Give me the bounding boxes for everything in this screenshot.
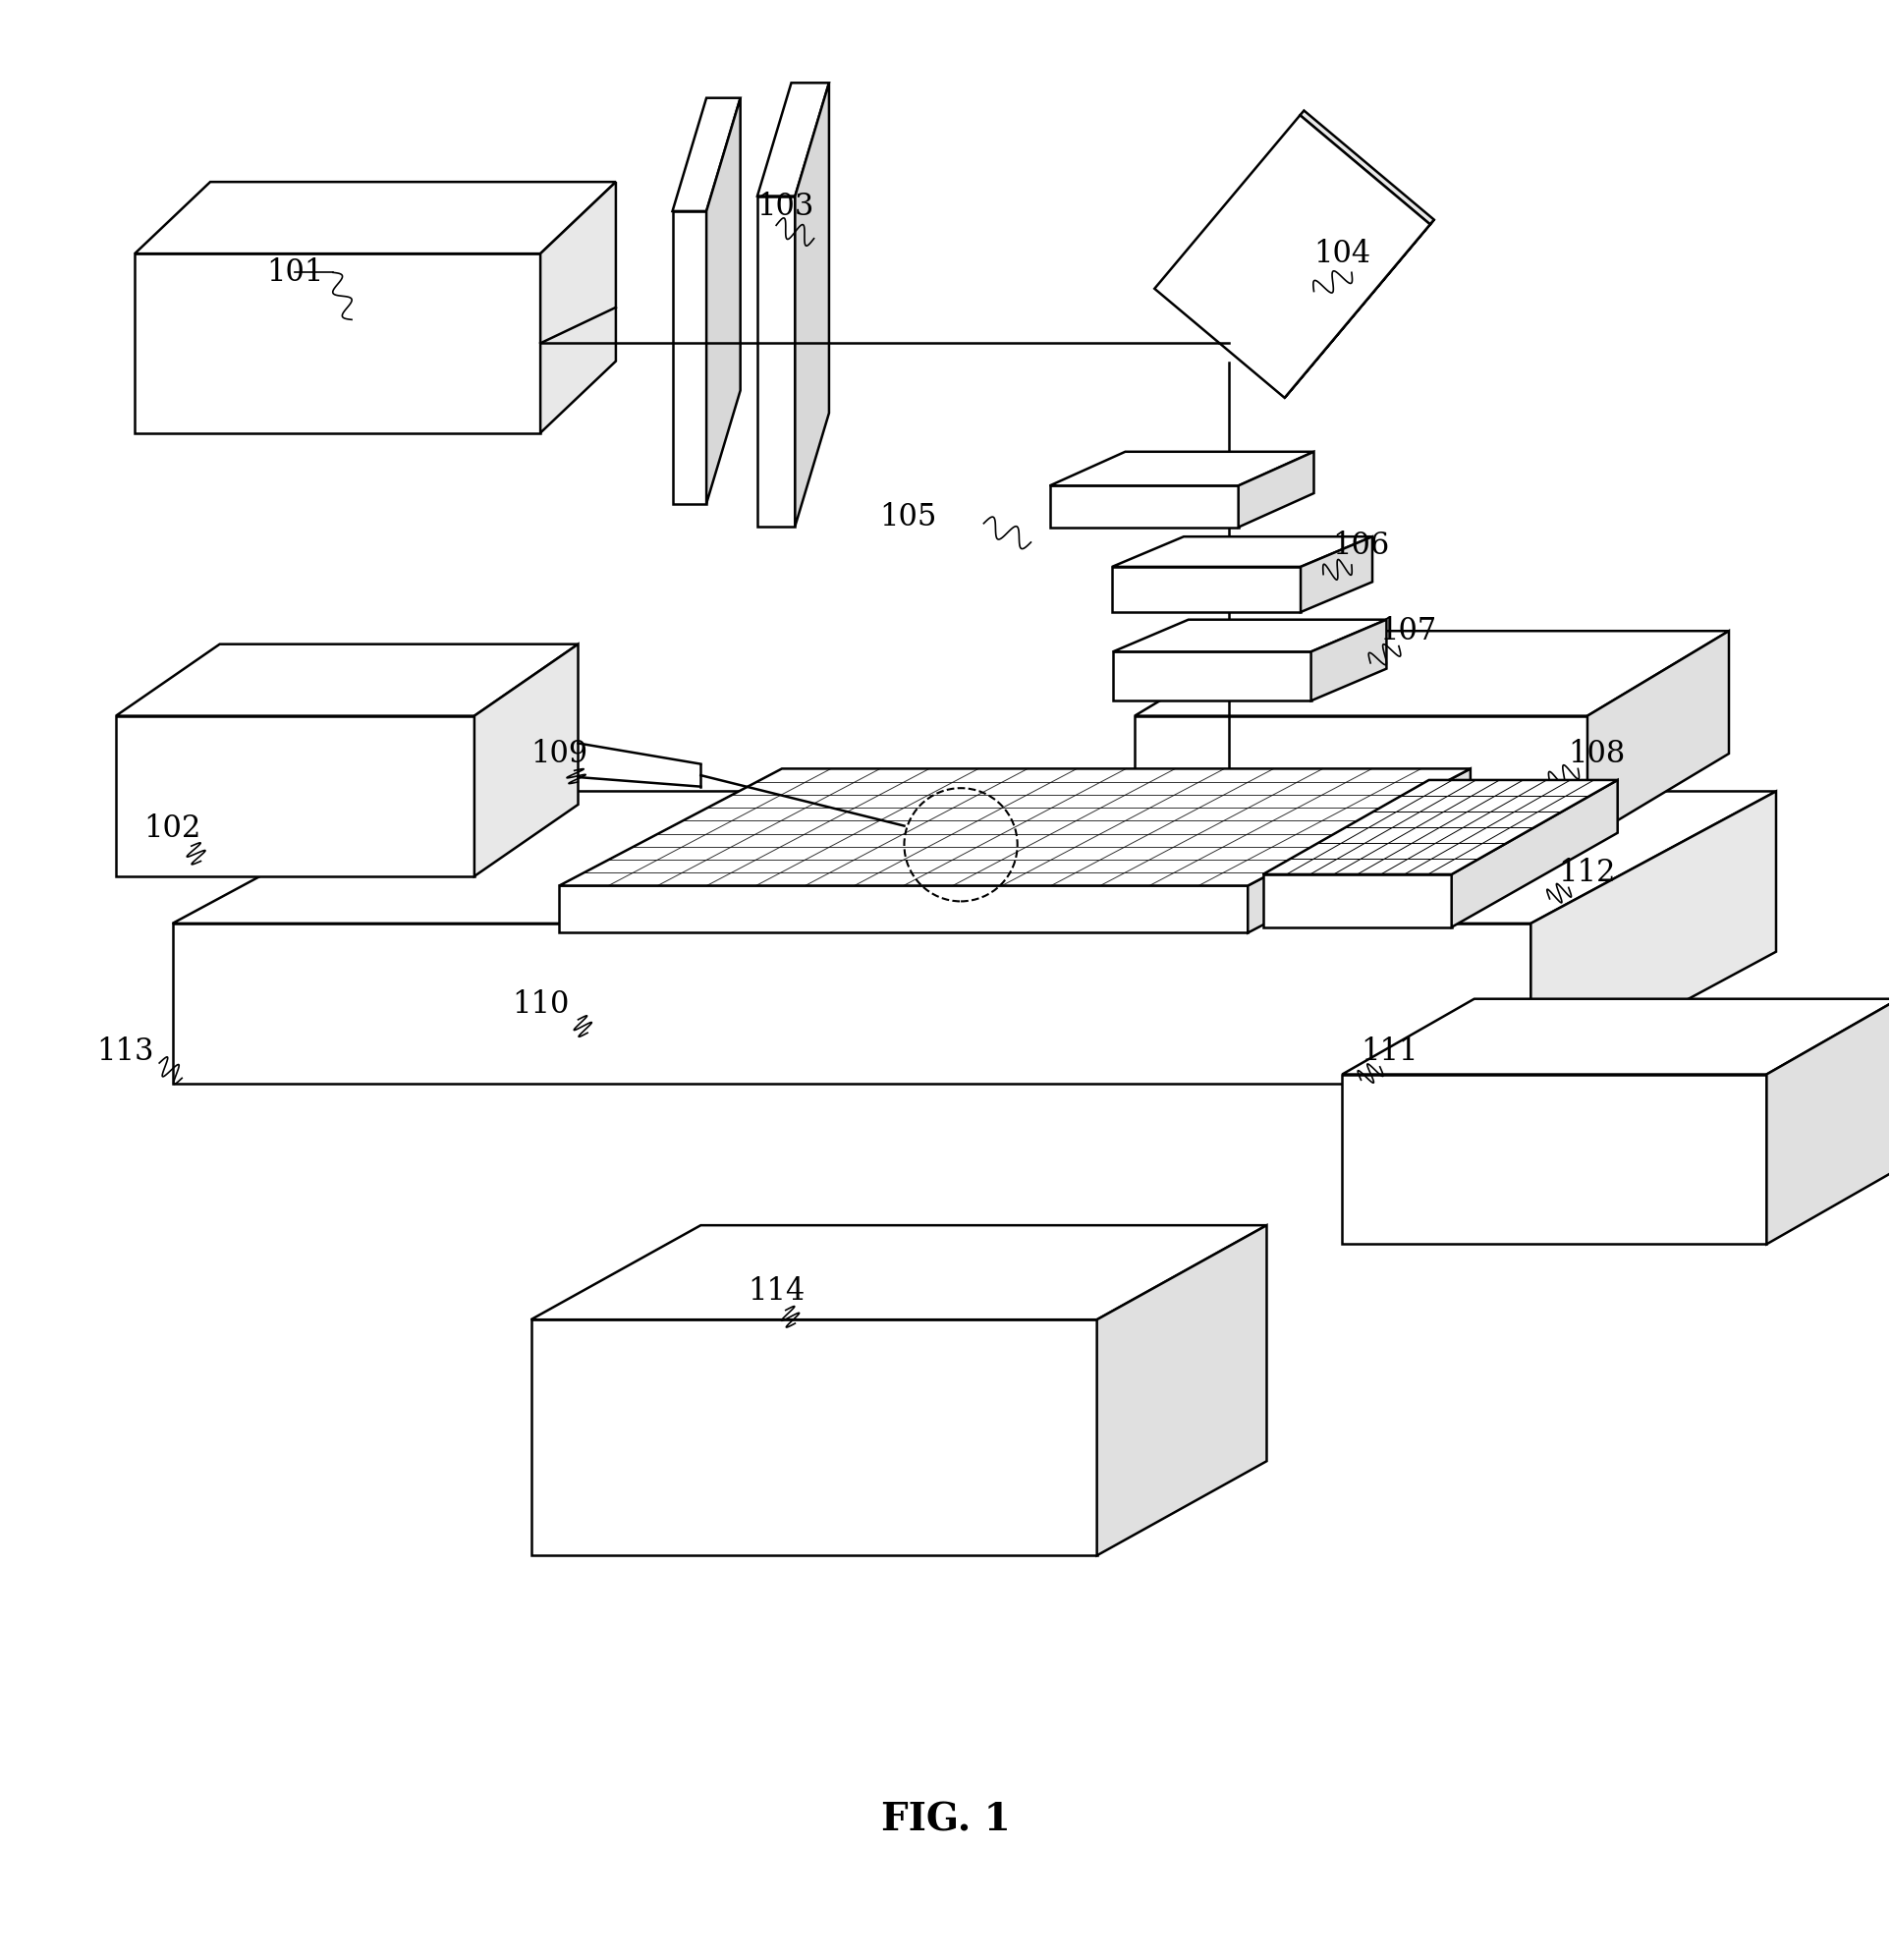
Text: 112: 112 — [1559, 857, 1616, 888]
Polygon shape — [706, 98, 740, 504]
Polygon shape — [1531, 792, 1777, 1084]
Polygon shape — [1341, 1074, 1767, 1245]
Text: 102: 102 — [144, 813, 201, 845]
Polygon shape — [1300, 110, 1434, 223]
Polygon shape — [1300, 537, 1372, 612]
Polygon shape — [1451, 780, 1618, 927]
Polygon shape — [795, 82, 829, 525]
Polygon shape — [134, 253, 541, 433]
Text: 113: 113 — [96, 1037, 153, 1066]
Polygon shape — [1285, 220, 1434, 398]
Polygon shape — [1135, 631, 1729, 715]
Polygon shape — [672, 212, 706, 504]
Polygon shape — [1112, 619, 1387, 653]
Text: 101: 101 — [267, 257, 324, 288]
Polygon shape — [560, 886, 1249, 933]
Polygon shape — [1264, 874, 1451, 927]
Polygon shape — [672, 98, 740, 212]
Polygon shape — [541, 182, 617, 433]
Text: 110: 110 — [511, 990, 569, 1019]
Polygon shape — [115, 715, 475, 876]
Polygon shape — [1112, 537, 1372, 566]
Polygon shape — [1112, 653, 1311, 702]
Polygon shape — [475, 645, 579, 876]
Polygon shape — [115, 645, 579, 715]
Text: 105: 105 — [880, 502, 937, 533]
Polygon shape — [1341, 1000, 1892, 1074]
Polygon shape — [1311, 619, 1387, 702]
Text: 114: 114 — [747, 1276, 804, 1307]
Polygon shape — [1050, 486, 1239, 527]
Polygon shape — [532, 1225, 1268, 1319]
Text: 107: 107 — [1379, 615, 1436, 647]
Polygon shape — [1112, 566, 1300, 612]
Text: 104: 104 — [1313, 239, 1370, 269]
Text: 108: 108 — [1568, 739, 1625, 768]
Polygon shape — [1587, 631, 1729, 839]
Polygon shape — [1249, 768, 1470, 933]
Polygon shape — [532, 1319, 1097, 1556]
Text: FIG. 1: FIG. 1 — [882, 1801, 1010, 1838]
Polygon shape — [1767, 1000, 1892, 1245]
Text: 111: 111 — [1360, 1037, 1419, 1066]
Polygon shape — [560, 768, 1470, 886]
Polygon shape — [1050, 451, 1313, 486]
Text: 103: 103 — [757, 192, 814, 221]
Polygon shape — [134, 182, 617, 253]
Polygon shape — [1264, 780, 1618, 874]
Text: 109: 109 — [532, 739, 588, 768]
Polygon shape — [757, 82, 829, 196]
Text: 106: 106 — [1332, 531, 1389, 561]
Polygon shape — [1135, 715, 1587, 839]
Polygon shape — [172, 792, 1777, 923]
Polygon shape — [172, 923, 1531, 1084]
Polygon shape — [1097, 1225, 1268, 1556]
Polygon shape — [757, 196, 795, 525]
Polygon shape — [1154, 116, 1430, 398]
Polygon shape — [1239, 451, 1313, 527]
